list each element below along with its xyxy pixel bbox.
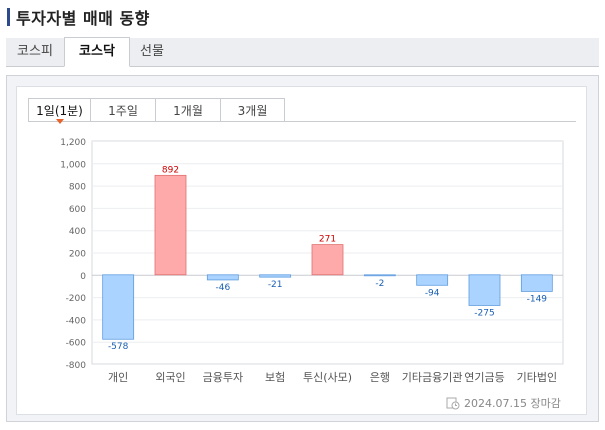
x-tick-label: 기타법인 (517, 371, 557, 384)
y-tick-label: 0 (80, 272, 86, 282)
tab-kospi[interactable]: 코스피 (17, 44, 53, 59)
y-tick-label: 1,000 (60, 160, 86, 170)
y-tick-label: 1,200 (60, 138, 86, 148)
x-tick-label: 투신(사모) (303, 371, 352, 384)
y-tick-label: -600 (66, 339, 87, 349)
data-label: -46 (215, 283, 230, 293)
bar (311, 244, 344, 276)
data-label: -275 (474, 308, 494, 318)
data-label: 892 (162, 165, 179, 175)
page-title: 투자자별 매매 동향 (16, 9, 150, 28)
tab-futures[interactable]: 선물 (140, 44, 164, 59)
x-tick-label: 금융투자 (203, 371, 243, 384)
data-label: -94 (425, 288, 440, 298)
bar (259, 274, 292, 278)
x-tick-label: 외국인 (155, 371, 185, 384)
bar (363, 274, 396, 277)
footer-timestamp: 2024.07.15 장마감 (446, 395, 561, 411)
tab-kosdaq[interactable]: 코스닥 (64, 37, 130, 67)
y-tick-label: 800 (69, 183, 86, 193)
x-tick-label: 연기금등 (464, 371, 504, 384)
y-tick-label: -800 (66, 361, 87, 371)
bar (520, 274, 553, 292)
x-tick-label: 개인 (108, 371, 128, 384)
y-tick-label: 400 (69, 227, 86, 237)
data-label: -21 (268, 280, 283, 290)
market-tab-bar: 코스피 코스닥 선물 (6, 37, 599, 67)
tab-underline (28, 121, 576, 122)
bar (154, 174, 187, 276)
bar (416, 274, 449, 286)
data-label: -2 (375, 279, 384, 289)
title-marker (7, 8, 10, 26)
data-label: -578 (108, 342, 129, 352)
y-tick-label: -200 (66, 294, 87, 304)
data-label: -149 (527, 294, 548, 304)
x-tick-label: 기타금융기관 (402, 371, 463, 384)
bar (102, 274, 135, 340)
y-tick-label: 600 (69, 205, 86, 215)
timestamp-text: 2024.07.15 장마감 (464, 397, 561, 410)
tab-1week[interactable]: 1주일 (90, 98, 156, 122)
clock-icon (446, 397, 460, 410)
tab-1day[interactable]: 1일(1분) (28, 98, 91, 122)
x-tick-label: 은행 (370, 371, 390, 384)
x-tick-label: 보험 (265, 371, 285, 384)
data-label: 271 (319, 235, 336, 245)
bar (206, 274, 239, 281)
y-tick-label: 200 (69, 250, 86, 260)
y-tick-label: -400 (66, 316, 87, 326)
active-tab-caret-icon (56, 119, 64, 124)
header: 투자자별 매매 동향 (7, 6, 150, 28)
bar (468, 274, 501, 306)
